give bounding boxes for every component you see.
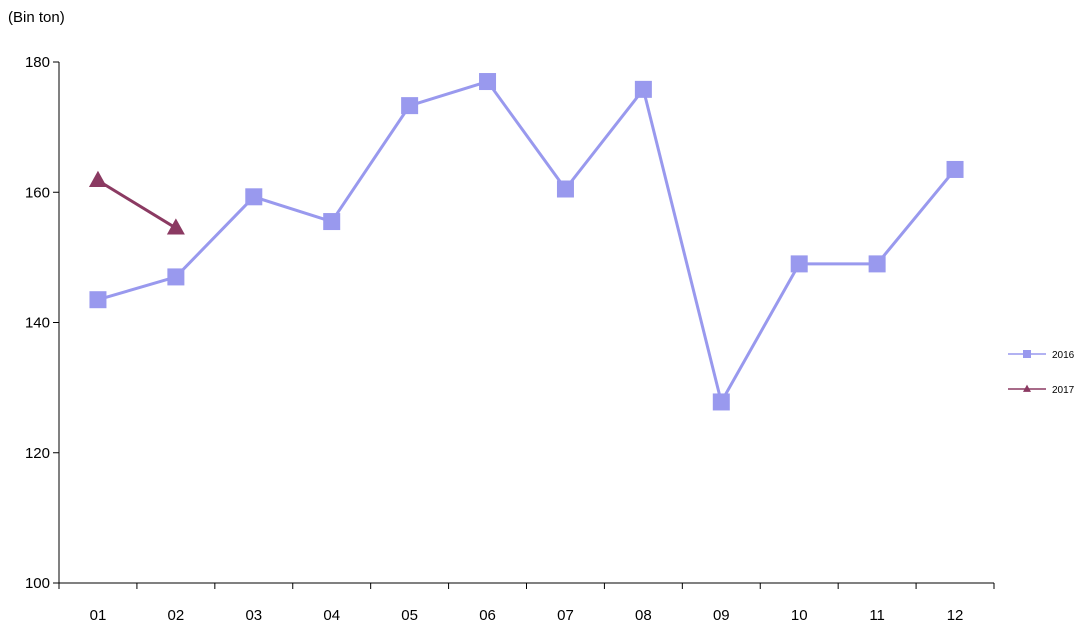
x-tick-label: 08: [635, 607, 652, 624]
y-tick-label: 100: [25, 575, 50, 592]
y-unit-label: (Bin ton): [8, 9, 65, 26]
x-tick-label: 01: [90, 607, 107, 624]
data-point-2017: [166, 218, 185, 235]
series-2016: [89, 73, 964, 411]
x-tick-label: 09: [713, 607, 730, 624]
legend-label: 2017: [1052, 385, 1075, 396]
x-tick-label: 12: [947, 607, 964, 624]
legend-item-2016: 2016: [1008, 350, 1075, 361]
legend-marker: [1023, 350, 1031, 358]
legend-item-2017: 2017: [1008, 384, 1075, 396]
data-point-2016: [167, 268, 185, 286]
y-tick-label: 160: [25, 184, 50, 201]
x-tick-label: 06: [479, 607, 496, 624]
x-tick-label: 04: [323, 607, 340, 624]
data-point-2016: [790, 255, 808, 273]
data-point-2016: [323, 213, 341, 231]
data-point-2016: [556, 180, 574, 198]
legend-marker: [1023, 384, 1031, 392]
y-tick-label: 120: [25, 445, 50, 462]
x-tick-label: 10: [791, 607, 808, 624]
legend-label: 2016: [1052, 350, 1075, 361]
data-point-2017: [88, 170, 107, 188]
data-point-2016: [89, 291, 107, 309]
x-tick-label: 02: [168, 607, 185, 624]
data-point-2016: [479, 73, 497, 91]
series-line-2017: [97, 179, 177, 230]
data-point-2016: [868, 255, 886, 273]
x-tick-label: 03: [245, 607, 262, 624]
data-point-2016: [712, 393, 730, 411]
data-point-2016: [634, 80, 652, 98]
y-tick-label: 180: [25, 54, 50, 71]
x-tick-label: 05: [401, 607, 418, 624]
y-tick-label: 140: [25, 315, 50, 332]
data-point-2016: [946, 160, 964, 178]
x-tick-label: 11: [869, 607, 885, 624]
x-tick-label: 07: [557, 607, 574, 624]
legend: 2016 2017: [1008, 350, 1075, 396]
data-point-2016: [401, 97, 419, 115]
series-line-2016: [97, 80, 957, 404]
data-point-2016: [245, 188, 263, 206]
series-layer: [88, 73, 964, 411]
series-2017: [88, 170, 185, 235]
axes: 100 120 140 160 180 01 02 03 04 05 06 07 08 09 10 11 12: [25, 54, 995, 624]
